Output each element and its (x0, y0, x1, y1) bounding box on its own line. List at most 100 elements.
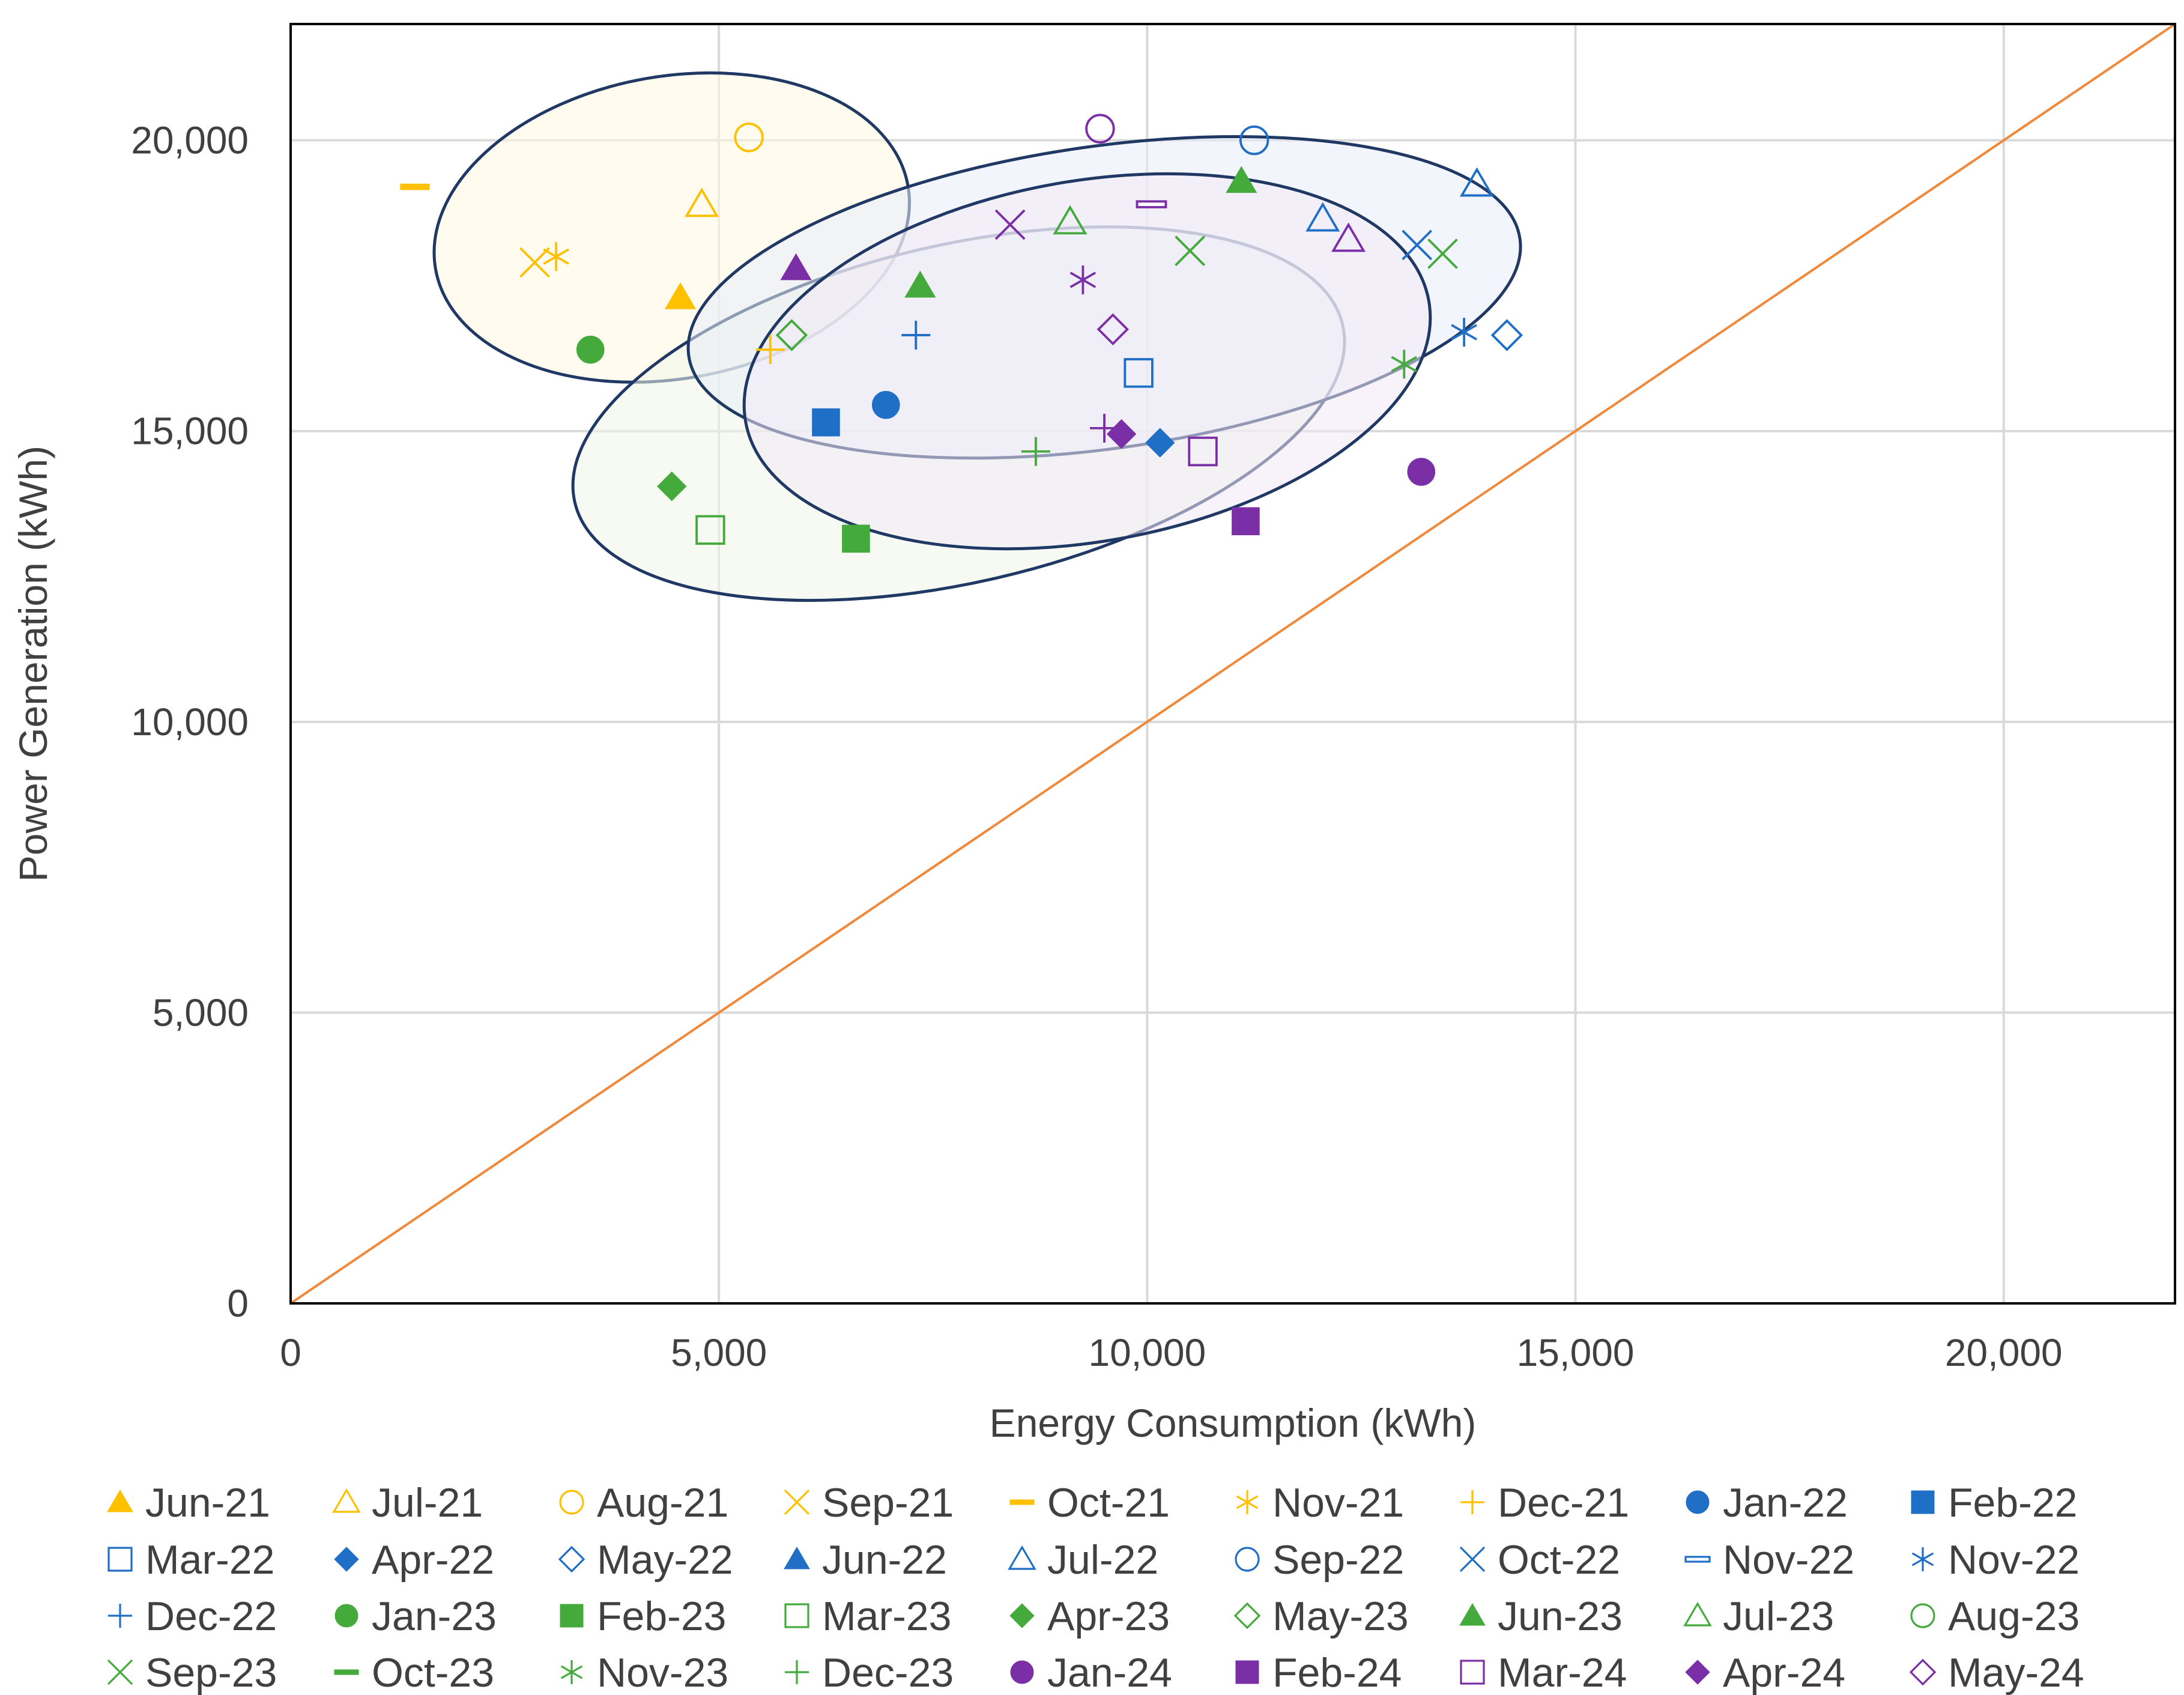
legend-label: Mar-23 (822, 1593, 951, 1639)
legend-marker (1236, 1490, 1259, 1514)
legend-marker (1684, 1556, 1711, 1563)
point-jan-24 (1407, 458, 1436, 486)
point-extra (1090, 413, 1119, 443)
point-feb-22 (812, 408, 840, 437)
x-tick-label: 10,000 (1088, 1331, 1206, 1374)
legend-marker (1910, 1603, 1935, 1628)
point-feb-24 (1232, 507, 1260, 536)
y-tick-label: 15,000 (131, 410, 249, 453)
point-sep-23 (1175, 235, 1206, 266)
legend-label: Nov-21 (1272, 1480, 1404, 1526)
x-tick-label: 20,000 (1945, 1331, 2063, 1374)
legend-item: Oct-23 (334, 1650, 494, 1695)
legend-marker (1233, 1602, 1261, 1630)
legend: Jun-21 Jul-21 Aug-21 Sep-21 Oct-21 Nov-21 Dec-… (107, 1480, 2084, 1695)
legend-marker (108, 1604, 132, 1628)
legend-item: Aug-21 (559, 1480, 728, 1526)
legend-label: Jun-22 (822, 1537, 947, 1583)
legend-label: Oct-22 (1498, 1537, 1620, 1583)
legend-marker (1235, 1660, 1259, 1684)
legend-item: Sep-23 (107, 1650, 277, 1695)
legend-label: Sep-22 (1272, 1537, 1404, 1583)
x-axis-title: Energy Consumption (kWh) (990, 1401, 1477, 1445)
point-extra (780, 253, 812, 280)
point-may-24 (1097, 313, 1130, 346)
point-sep-21 (519, 247, 550, 278)
legend-item: Jan-23 (334, 1593, 497, 1639)
legend-label: Jul-23 (1723, 1593, 1834, 1639)
point-mar-24 (1188, 436, 1218, 467)
reference-line-group (289, 23, 2176, 1305)
legend-marker (1683, 1601, 1712, 1627)
x-tick-label: 0 (280, 1331, 301, 1374)
point-nov-22 (1136, 200, 1167, 208)
cluster-ellipse-2024 (742, 172, 1432, 551)
legend-label: Feb-22 (1948, 1480, 2077, 1526)
y-tick-label: 20,000 (131, 119, 249, 162)
point-jun-23 (1226, 166, 1257, 193)
legend-label: Sep-23 (145, 1650, 277, 1695)
point-dec-22 (901, 320, 931, 350)
point-may-23 (775, 319, 808, 351)
legend-marker (107, 1547, 133, 1572)
point-extra (1085, 114, 1115, 144)
legend-marker (560, 1604, 584, 1628)
legend-marker (784, 1489, 810, 1515)
legend-label: Dec-23 (822, 1650, 954, 1695)
legend-item: May-23 (1233, 1593, 1409, 1639)
legend-item: Dec-21 (1460, 1480, 1629, 1526)
legend-label: Jun-21 (145, 1480, 270, 1526)
legend-label: Oct-23 (372, 1650, 494, 1695)
point-apr-23 (657, 471, 687, 502)
legend-marker (1008, 1545, 1036, 1570)
point-mar-23 (695, 515, 725, 545)
point-jul-23 (1053, 205, 1087, 235)
legend-marker (1009, 1499, 1035, 1505)
legend-marker (1459, 1546, 1486, 1572)
legend-label: Apr-23 (1047, 1593, 1170, 1639)
data-points (400, 114, 1523, 553)
point-oct-22 (1402, 229, 1433, 261)
x-tick-label: 15,000 (1517, 1331, 1635, 1374)
point-jan-23 (576, 335, 605, 364)
legend-label: Jun-23 (1498, 1593, 1623, 1639)
legend-label: Mar-22 (145, 1537, 274, 1583)
reference-line (289, 23, 2176, 1305)
legend-marker (1459, 1603, 1486, 1626)
point-nov-22 (1451, 318, 1477, 347)
legend-label: Apr-22 (372, 1537, 494, 1583)
point-mar-22 (1124, 358, 1154, 388)
y-axis-title: Power Generation (kWh) (11, 446, 55, 882)
point-jul-22 (1459, 167, 1495, 197)
point-sep-22 (1239, 125, 1269, 156)
legend-label: Feb-24 (1272, 1650, 1402, 1695)
legend-marker (560, 1660, 583, 1684)
legend-marker (1235, 1547, 1260, 1572)
point-dec-21 (755, 335, 785, 365)
legend-marker (1909, 1658, 1937, 1686)
legend-item: Sep-22 (1235, 1537, 1404, 1583)
legend-item: Nov-23 (560, 1650, 728, 1695)
legend-item: Jun-21 (107, 1480, 270, 1526)
legend-item: May-24 (1909, 1650, 2084, 1695)
legend-item: Oct-21 (1009, 1480, 1170, 1526)
point-extra (1331, 222, 1366, 252)
point-feb-23 (842, 524, 870, 553)
legend-marker (784, 1603, 809, 1628)
legend-item: Jul-21 (332, 1480, 483, 1526)
legend-item: Mar-24 (1460, 1650, 1627, 1695)
legend-label: Sep-21 (822, 1480, 954, 1526)
legend-label: Jan-22 (1723, 1480, 1848, 1526)
point-extra (1427, 238, 1458, 269)
point-dec-23 (1021, 437, 1050, 466)
legend-marker (334, 1604, 358, 1628)
legend-marker (1460, 1660, 1485, 1685)
legend-item: Apr-24 (1685, 1650, 1845, 1695)
legend-label: Nov-22 (1948, 1537, 2080, 1583)
legend-item: Feb-24 (1235, 1650, 1402, 1695)
legend-item: Sep-21 (784, 1480, 954, 1526)
point-aug-21 (734, 123, 764, 153)
point-oct-21 (400, 183, 430, 190)
legend-item: Nov-22 (1911, 1537, 2080, 1583)
legend-marker (559, 1490, 584, 1515)
